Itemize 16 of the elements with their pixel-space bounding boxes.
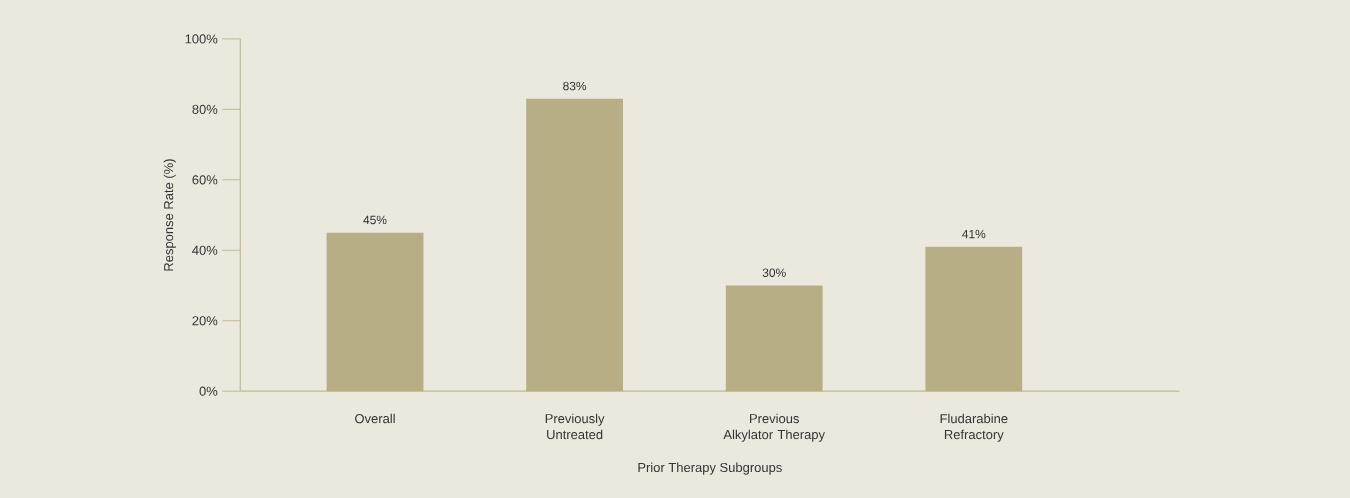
y-tick-label: 80% — [192, 104, 218, 114]
y-tick-label: 100% — [185, 34, 218, 44]
y-tick-label: 40% — [192, 245, 218, 255]
y-tick-label: 0% — [199, 386, 218, 396]
data-label: 30% — [762, 268, 786, 278]
x-tick-label: Previous Alkylator Therapy — [723, 413, 825, 442]
data-label: 41% — [962, 229, 986, 239]
y-tick-label: 60% — [192, 175, 218, 185]
data-label: 83% — [563, 81, 587, 91]
data-label: 45% — [363, 215, 387, 225]
x-tick-label: Fludarabine Refractory — [940, 413, 1008, 442]
x-axis-title: Prior Therapy Subgroups — [638, 462, 782, 475]
y-axis-title: Response Rate (%) — [163, 159, 176, 271]
x-tick-label: Overall — [355, 413, 395, 424]
y-tick-label: 20% — [192, 316, 218, 326]
x-tick-label: Previously Untreated — [545, 413, 605, 440]
